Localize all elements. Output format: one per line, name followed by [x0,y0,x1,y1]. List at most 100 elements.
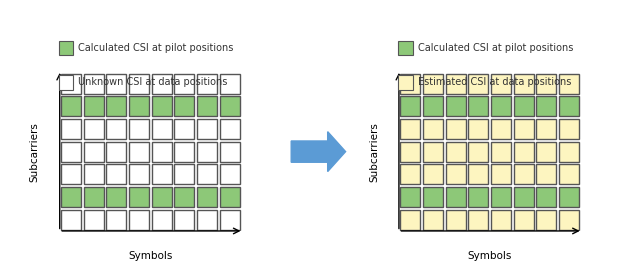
Text: Calculated CSI at pilot positions: Calculated CSI at pilot positions [79,43,234,53]
Bar [491,187,511,207]
Bar [491,164,511,184]
Bar [220,74,240,94]
Text: Symbols: Symbols [128,251,173,261]
Bar [84,187,104,207]
Bar [468,119,488,139]
Bar [84,210,104,230]
Bar [536,210,556,230]
Bar [152,164,172,184]
Bar [559,96,579,116]
Bar [514,210,534,230]
Bar [400,96,420,116]
Bar [491,142,511,161]
Bar [423,187,443,207]
Bar [423,164,443,184]
Bar [423,119,443,139]
Bar [468,187,488,207]
Bar [175,74,195,94]
Bar [514,119,534,139]
Bar [84,119,104,139]
Bar [61,142,81,161]
Bar [445,142,465,161]
Bar [468,96,488,116]
Bar [514,164,534,184]
Bar [152,96,172,116]
Bar [129,74,149,94]
Bar [175,96,195,116]
Bar [468,74,488,94]
Bar [400,187,420,207]
Bar [445,96,465,116]
Bar [514,96,534,116]
Bar [400,119,420,139]
Bar [175,210,195,230]
Text: Estimated CSI at data positions: Estimated CSI at data positions [418,77,571,88]
Bar [106,187,126,207]
Bar [536,187,556,207]
Bar [129,142,149,161]
Bar [514,74,534,94]
Text: Subcarriers: Subcarriers [30,122,40,182]
Bar [84,74,104,94]
Bar [106,74,126,94]
Bar [152,210,172,230]
Bar [197,142,217,161]
Text: Calculated CSI at pilot positions: Calculated CSI at pilot positions [418,43,573,53]
Bar [559,187,579,207]
Bar [491,96,511,116]
Bar [197,164,217,184]
Bar [61,210,81,230]
Bar [445,210,465,230]
Bar [129,119,149,139]
Bar [61,164,81,184]
Bar [423,142,443,161]
Bar [559,119,579,139]
Bar [129,164,149,184]
Bar [536,74,556,94]
Bar [423,74,443,94]
Bar [61,74,81,94]
Bar [491,119,511,139]
Bar [197,119,217,139]
Bar [129,210,149,230]
Bar [197,74,217,94]
Bar [536,96,556,116]
Bar [400,210,420,230]
Bar [175,164,195,184]
Bar [559,74,579,94]
Bar [220,210,240,230]
Bar [559,164,579,184]
Bar [400,142,420,161]
Bar [61,119,81,139]
Bar [468,210,488,230]
Bar [445,164,465,184]
Bar [106,96,126,116]
Bar [468,164,488,184]
Bar [536,142,556,161]
Bar [220,142,240,161]
Bar [61,187,81,207]
Bar [175,119,195,139]
Bar [514,142,534,161]
Bar [84,164,104,184]
Bar [491,210,511,230]
Bar [175,142,195,161]
Text: Symbols: Symbols [467,251,512,261]
Bar [152,119,172,139]
Bar [106,164,126,184]
Bar [220,187,240,207]
Bar [129,187,149,207]
Bar [400,74,420,94]
Bar [197,187,217,207]
Bar [84,142,104,161]
Bar [106,210,126,230]
Bar [152,187,172,207]
Bar [197,210,217,230]
Bar [445,187,465,207]
Bar [400,164,420,184]
Bar [220,119,240,139]
Bar [536,119,556,139]
Bar [536,164,556,184]
Bar [445,119,465,139]
Bar [175,187,195,207]
